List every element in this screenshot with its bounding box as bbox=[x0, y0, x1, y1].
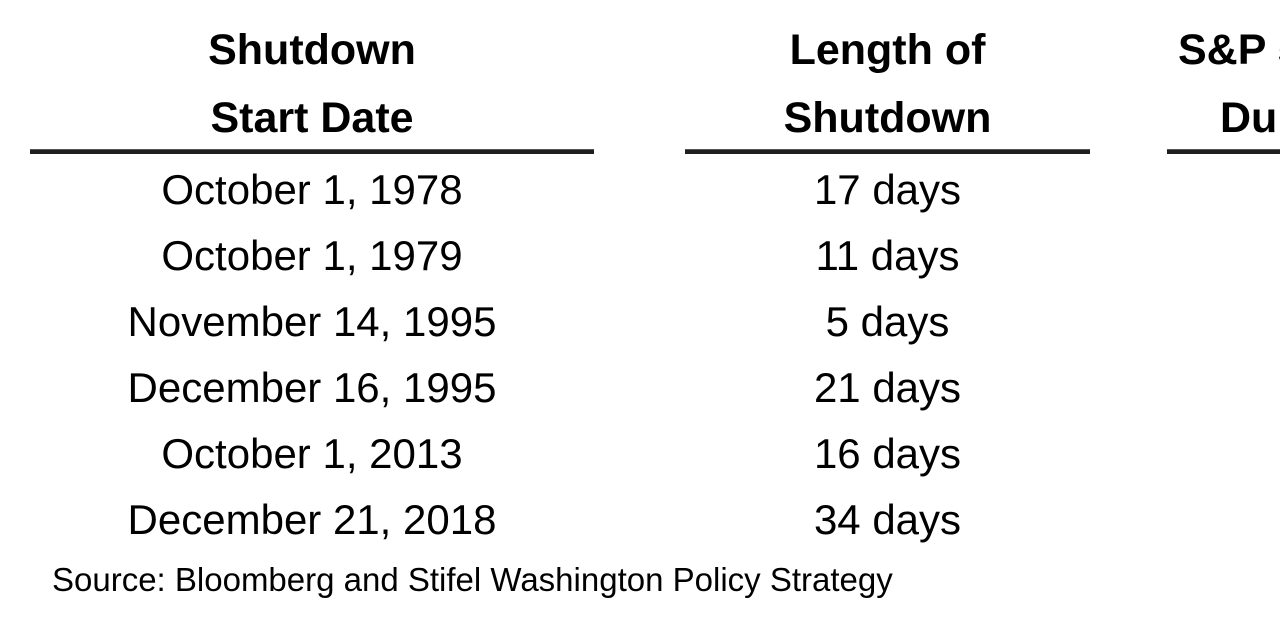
length-rows: 17 days 11 days 5 days 21 days 16 days 3… bbox=[685, 157, 1090, 553]
length-header-rule bbox=[685, 149, 1090, 154]
start-date-cell: December 21, 2018 bbox=[127, 496, 497, 543]
sp-header-rule bbox=[1167, 149, 1280, 154]
length-cell: 16 days bbox=[813, 430, 962, 477]
sp-header-line1-fragment: S&P 5 bbox=[1178, 26, 1280, 74]
start-date-cell: October 1, 1978 bbox=[161, 166, 463, 213]
length-cell: 17 days bbox=[813, 166, 962, 213]
length-cell: 11 days bbox=[815, 232, 960, 279]
start-date-header-line2: Start Date bbox=[210, 94, 414, 142]
length-header-line2: Shutdown bbox=[783, 94, 992, 142]
length-cell: 21 days bbox=[813, 364, 962, 411]
column-sp-clipped: S&P 5 Du bbox=[1167, 0, 1280, 640]
column-length-of-shutdown: Length of Shutdown 17 days 11 days 5 day… bbox=[685, 0, 1090, 640]
length-cell: 5 days bbox=[825, 298, 950, 345]
sp-header-line2-fragment: Du bbox=[1220, 94, 1278, 142]
start-date-rows: October 1, 1978 October 1, 1979 November… bbox=[30, 157, 594, 553]
start-date-cell: November 14, 1995 bbox=[127, 298, 497, 345]
length-header-line1: Length of bbox=[789, 26, 986, 74]
start-date-header-line1: Shutdown bbox=[208, 26, 416, 74]
start-date-cell: October 1, 1979 bbox=[161, 232, 463, 279]
column-shutdown-start-date: Shutdown Start Date October 1, 1978 Octo… bbox=[30, 0, 594, 640]
start-date-header-rule bbox=[30, 149, 594, 154]
start-date-cell: December 16, 1995 bbox=[127, 364, 497, 411]
length-cell: 34 days bbox=[813, 496, 962, 543]
source-attribution: Source: Bloomberg and Stifel Washington … bbox=[52, 561, 893, 598]
start-date-cell: October 1, 2013 bbox=[161, 430, 463, 477]
